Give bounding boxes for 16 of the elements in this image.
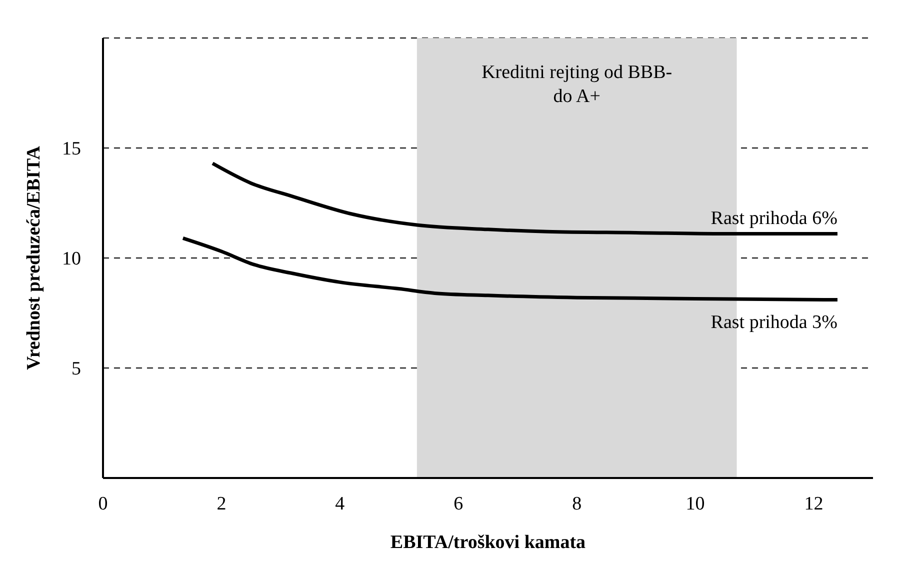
y-tick-label: 10	[62, 248, 81, 270]
x-tick-label: 2	[216, 493, 226, 514]
x-tick-label: 10	[686, 493, 705, 514]
y-tick-label: 15	[62, 138, 81, 160]
y-tick-label: 5	[72, 358, 81, 380]
x-tick-label: 8	[572, 493, 582, 514]
x-tick-label: 6	[454, 493, 464, 514]
series-label: Rast prihoda 6%	[710, 208, 838, 229]
x-axis-title: EBITA/troškovi kamata	[390, 532, 586, 553]
series-label: Rast prihoda 3%	[710, 312, 838, 333]
line-series	[210, 162, 840, 236]
x-tick-label: 12	[804, 493, 824, 514]
y-axis-title: Vrednost preduzeća/EBITA	[24, 146, 45, 370]
band-label: Kreditni rejting od BBB- do A+	[482, 62, 672, 107]
x-tick-label: 4	[335, 493, 346, 514]
x-tick-label: 0	[98, 493, 108, 514]
